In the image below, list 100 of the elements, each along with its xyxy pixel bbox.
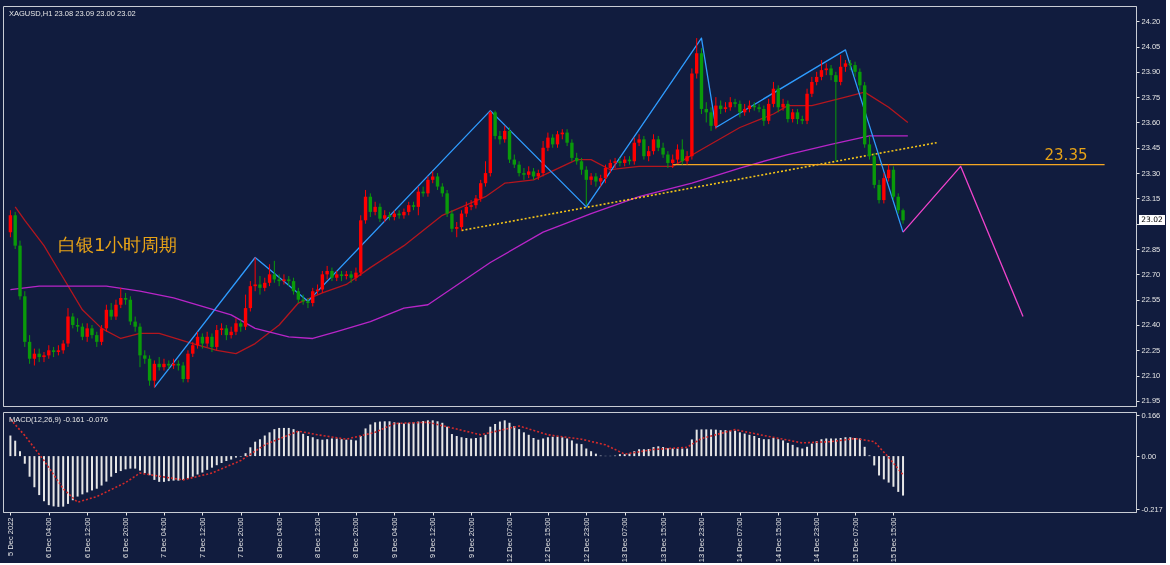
bar <box>441 422 444 457</box>
bar <box>254 441 257 457</box>
bar <box>258 439 261 457</box>
bar <box>810 443 813 457</box>
candlestick <box>181 361 185 383</box>
bar <box>498 421 501 457</box>
bar <box>695 429 698 457</box>
bar <box>14 440 17 457</box>
candlestick <box>877 179 881 204</box>
bar <box>81 456 84 495</box>
candlestick <box>618 157 622 167</box>
bar <box>839 437 842 457</box>
line-series <box>9 135 909 340</box>
bar <box>561 437 564 457</box>
bar <box>393 422 396 457</box>
bar <box>153 456 156 480</box>
bar <box>479 437 482 457</box>
bar <box>278 427 281 457</box>
bar <box>196 456 199 475</box>
bar <box>556 436 559 457</box>
candlestick <box>589 172 593 186</box>
candlestick <box>853 61 857 78</box>
bar <box>465 437 468 457</box>
candlestick <box>733 98 737 108</box>
bar <box>436 421 439 457</box>
candlestick <box>675 143 680 164</box>
bar <box>570 440 573 457</box>
candlestick <box>474 194 478 210</box>
bar <box>138 456 141 471</box>
bar <box>225 456 228 462</box>
candlestick <box>680 138 684 166</box>
candlestick <box>493 110 497 140</box>
bar <box>292 429 295 457</box>
bar <box>134 456 137 469</box>
bar <box>455 436 458 457</box>
candlestick <box>42 351 46 363</box>
bar <box>426 420 429 457</box>
bar <box>326 439 329 457</box>
bar <box>33 456 36 488</box>
candlestick <box>685 150 689 166</box>
bar <box>422 421 425 457</box>
bar <box>714 429 717 457</box>
bar <box>854 437 857 457</box>
bar <box>330 438 333 457</box>
bar <box>892 456 895 487</box>
bar <box>532 437 535 457</box>
candlestick <box>781 98 785 112</box>
bar <box>388 421 391 457</box>
candlestick <box>267 263 272 287</box>
bar <box>186 456 189 479</box>
bar <box>700 429 703 457</box>
candlestick <box>709 106 713 132</box>
bar <box>873 456 876 466</box>
bar <box>666 448 669 457</box>
candlestick <box>469 199 473 211</box>
candlestick <box>666 150 670 169</box>
candlestick <box>243 294 248 331</box>
bar <box>263 435 266 457</box>
candlestick <box>867 135 872 161</box>
bar <box>364 428 367 457</box>
candlestick <box>858 67 862 91</box>
bar <box>897 456 900 492</box>
bar <box>105 456 108 482</box>
bar <box>302 433 305 457</box>
bar <box>537 439 540 457</box>
candlestick <box>498 130 502 145</box>
bar <box>777 439 780 457</box>
bar <box>124 456 127 470</box>
bar <box>724 430 727 457</box>
candlestick <box>738 100 742 118</box>
bar <box>378 421 381 457</box>
bar <box>796 447 799 457</box>
line-series <box>14 91 909 355</box>
bar <box>791 444 794 457</box>
bar <box>383 421 386 457</box>
bar <box>690 439 693 457</box>
candlestick <box>445 189 449 218</box>
bar <box>57 456 60 507</box>
bar <box>527 434 530 457</box>
bar <box>215 456 218 466</box>
bar <box>273 429 276 457</box>
bar <box>201 456 204 473</box>
candlestick <box>714 96 718 130</box>
bar <box>148 456 151 476</box>
bar <box>398 422 401 457</box>
bar <box>62 456 65 507</box>
bar <box>23 456 26 464</box>
bar <box>206 456 209 470</box>
bar <box>345 439 348 457</box>
bar <box>767 439 770 457</box>
bar <box>801 448 804 457</box>
bar <box>210 456 213 468</box>
bar <box>825 438 828 457</box>
bar <box>494 424 497 457</box>
bar <box>786 442 789 457</box>
candlestick <box>834 71 838 162</box>
bar <box>743 433 746 457</box>
bar <box>849 437 852 457</box>
bar <box>268 432 271 457</box>
bar <box>681 448 684 457</box>
